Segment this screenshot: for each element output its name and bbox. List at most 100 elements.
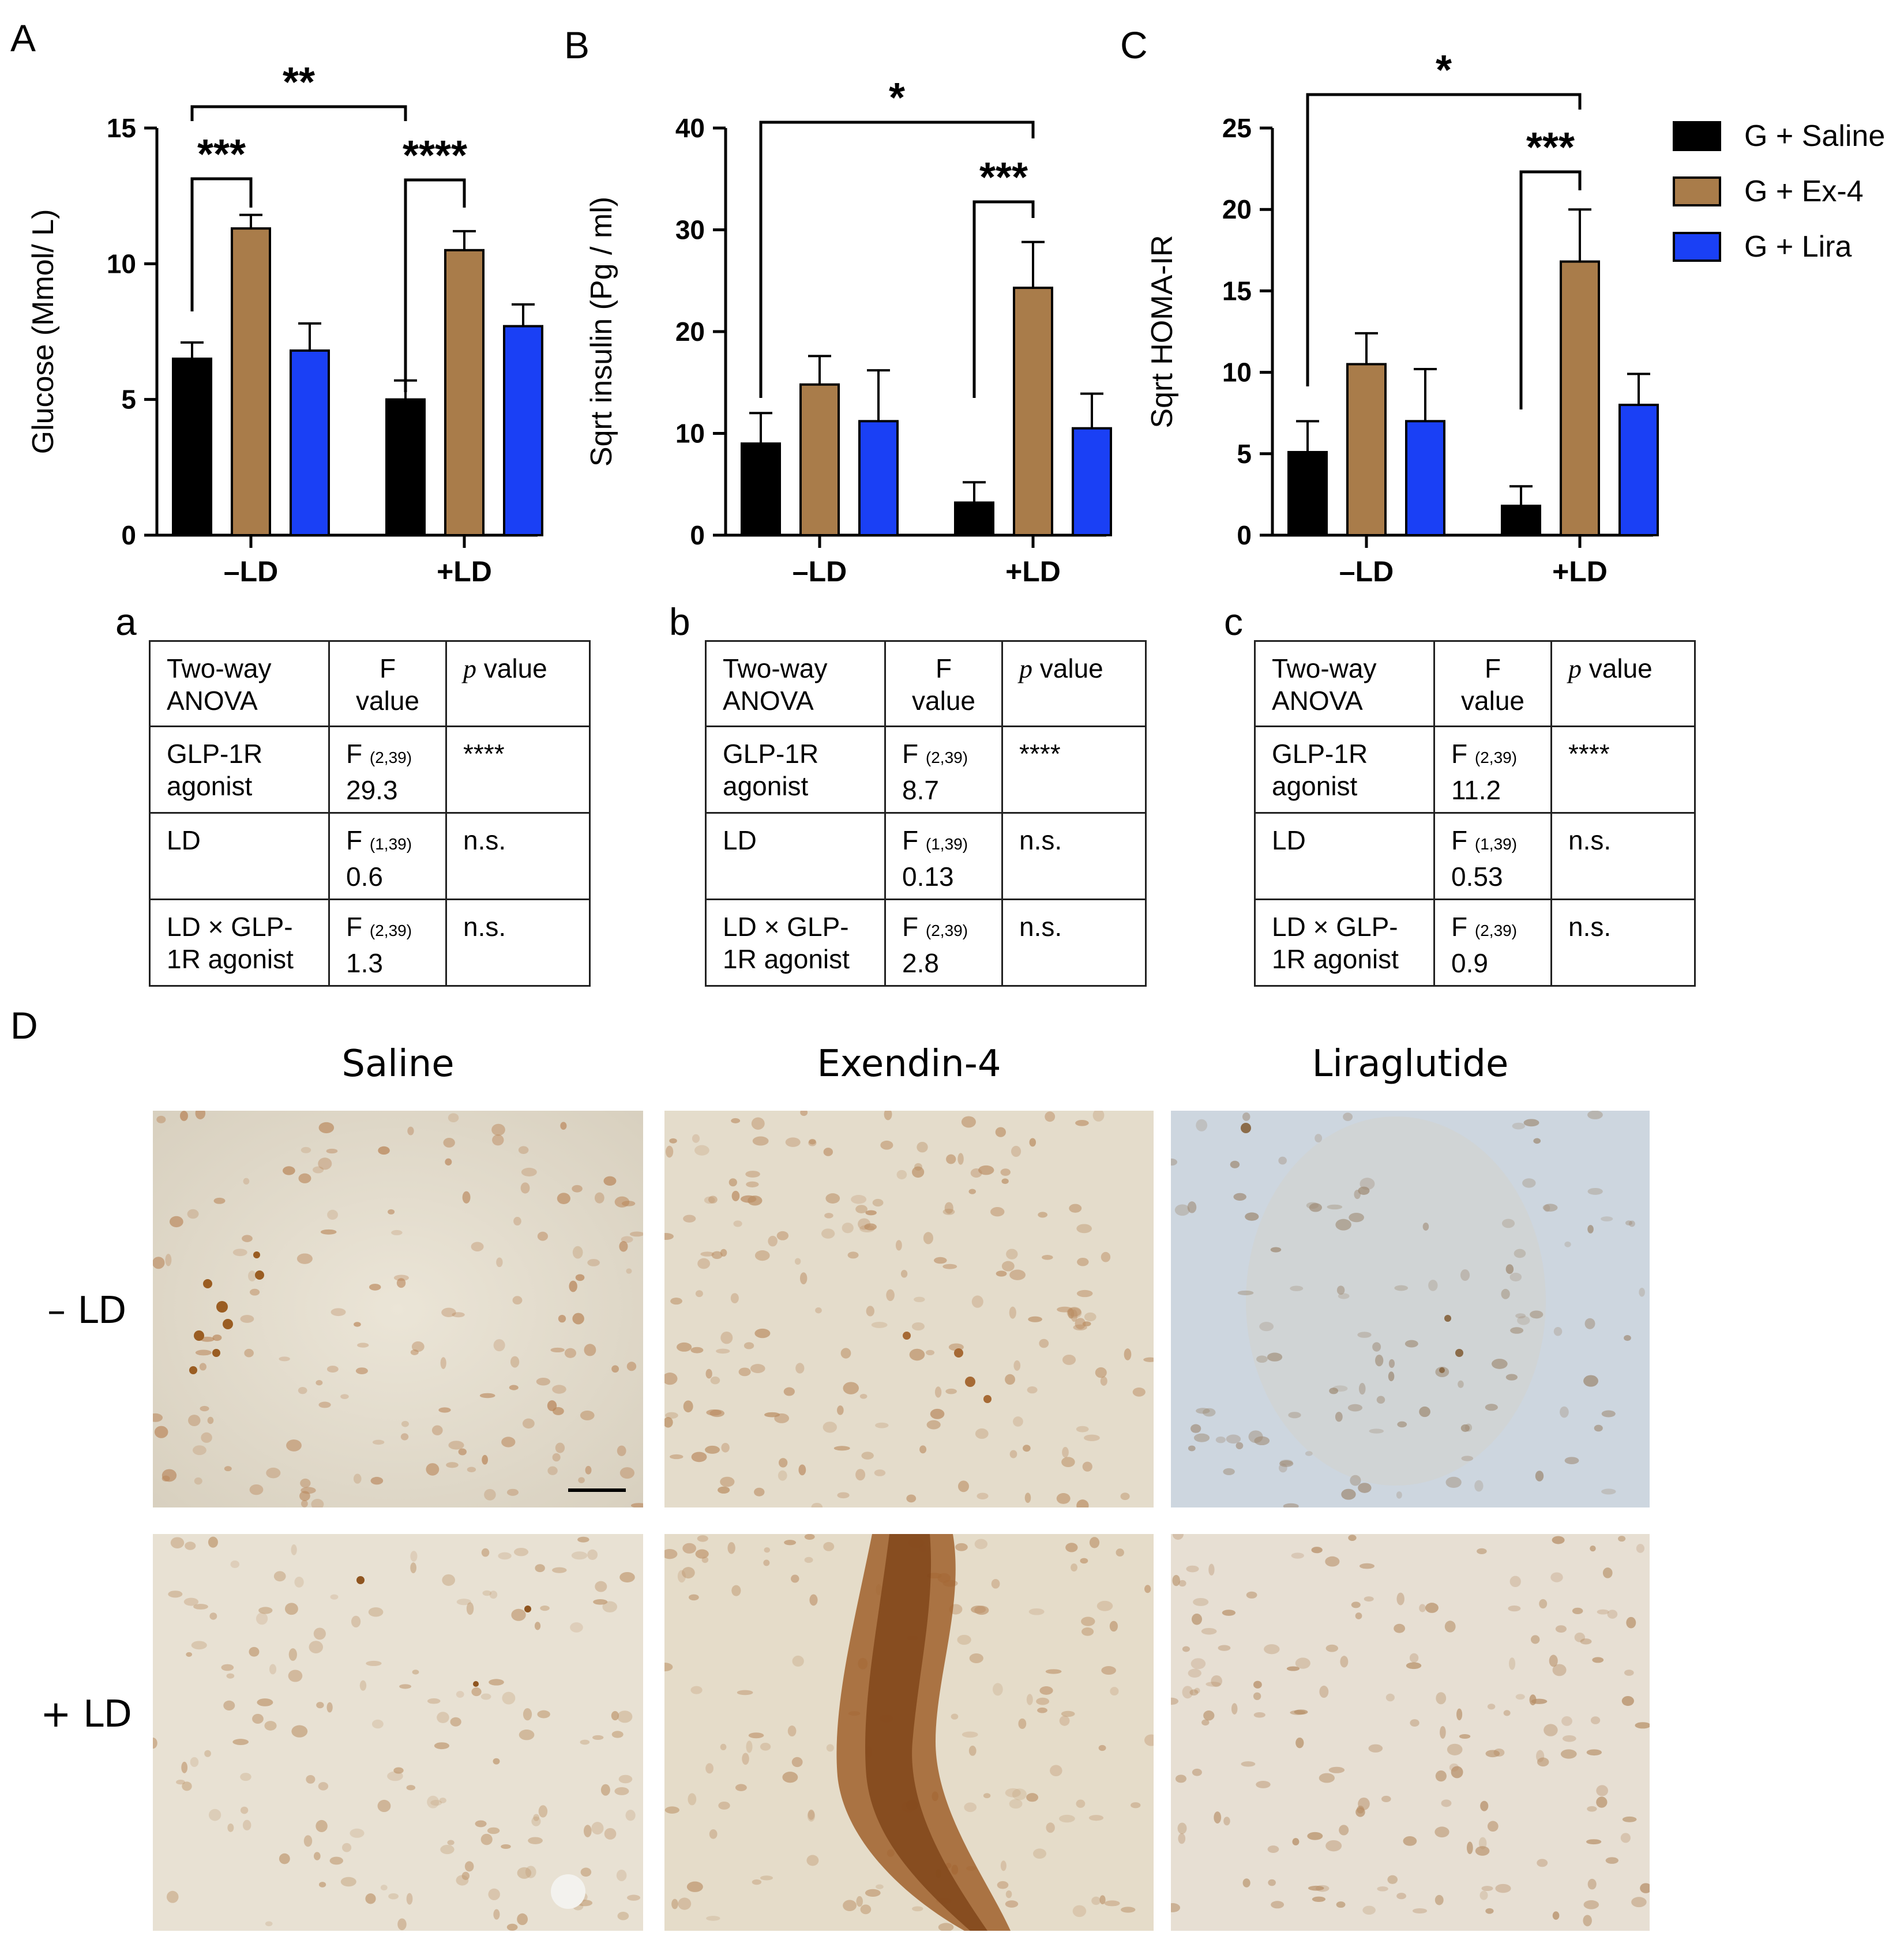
- stained-cell: [318, 1882, 326, 1888]
- micrograph-image: [1171, 1111, 1650, 1507]
- stained-cell: [301, 1487, 316, 1494]
- stained-cell: [1404, 1340, 1418, 1348]
- stained-cell: [754, 1487, 765, 1497]
- stained-cell: [731, 1585, 741, 1596]
- stained-cell: [1226, 1434, 1241, 1444]
- stained-cell: [1235, 1442, 1244, 1450]
- stained-cell: [799, 1272, 808, 1285]
- stained-cell: [491, 1123, 505, 1136]
- stained-cell: [1364, 1596, 1374, 1602]
- stained-cell: [911, 1322, 925, 1331]
- stained-cell: [886, 1289, 895, 1301]
- stained-cell: [1624, 1670, 1634, 1676]
- stained-cell: [926, 1349, 935, 1356]
- stained-cell: [971, 1295, 983, 1308]
- stained-cell: [1109, 1621, 1118, 1632]
- stained-cell: [183, 1597, 199, 1606]
- stained-cell: [1242, 1878, 1250, 1888]
- stained-cell: [1487, 1704, 1496, 1710]
- stained-cell: [1394, 1285, 1408, 1291]
- stained-cell: [1544, 1204, 1550, 1212]
- stained-cell: [312, 1166, 324, 1174]
- stained-cell: [1223, 1817, 1230, 1826]
- stained-cell: [448, 1113, 459, 1123]
- table-row: LD F (1,39) 0.53 n.s.: [1254, 812, 1696, 900]
- stained-cell: [604, 1828, 617, 1840]
- chart-legend: G + Saline G + Ex-4 G + Lira: [1673, 108, 1885, 275]
- stained-cell: [209, 1612, 217, 1620]
- stained-cell: [709, 1829, 718, 1839]
- stained-cell: [410, 1349, 419, 1355]
- stained-cell: [446, 1462, 459, 1468]
- stained-cell: [1011, 1145, 1022, 1157]
- stained-cell: [250, 1288, 260, 1296]
- stained-cell: [1039, 1686, 1053, 1695]
- panel-label-b: b: [669, 600, 690, 643]
- stained-cell: [1267, 1845, 1279, 1853]
- stained-cell: [619, 1572, 635, 1582]
- stained-cell: [528, 1837, 543, 1844]
- stained-cell: [564, 1348, 576, 1358]
- stained-cell: [1080, 1558, 1088, 1564]
- stained-cell: [705, 1445, 720, 1454]
- stained-cell: [493, 1909, 500, 1920]
- stained-cell: [718, 1486, 730, 1494]
- stained-cell: [993, 1683, 1003, 1696]
- stained-cell: [294, 1577, 304, 1588]
- stained-cell: [577, 1536, 589, 1543]
- stained-cell: [1186, 1565, 1199, 1573]
- stained-cell: [540, 1606, 550, 1611]
- stained-cell: [746, 1740, 753, 1753]
- stained-cell: [1631, 1897, 1647, 1908]
- stained-cell: [934, 1386, 942, 1398]
- stained-cell: [462, 1191, 471, 1204]
- stained-cell: [1059, 1716, 1070, 1726]
- stained-cell: [1315, 1134, 1323, 1143]
- stained-cell: [264, 1721, 277, 1731]
- stained-cell: [740, 1195, 757, 1203]
- stained-cell: [1001, 1261, 1015, 1272]
- stained-cell: [708, 1195, 718, 1204]
- x-tick-label: +LD: [1005, 555, 1061, 588]
- bar-g-saline: [172, 358, 212, 536]
- stained-cell: [1193, 1598, 1209, 1606]
- stained-cell: [1509, 1657, 1516, 1670]
- stained-cell: [1624, 1335, 1631, 1341]
- stained-cell: [587, 1259, 600, 1266]
- stained-cell: [1089, 1537, 1100, 1548]
- stained-cell: [466, 1602, 474, 1615]
- stained-cell: [737, 1690, 753, 1695]
- table-row: LD F (1,39) 0.6 n.s.: [149, 812, 591, 900]
- stained-cell: [351, 1615, 361, 1628]
- stained-cell: [1246, 1591, 1257, 1599]
- stained-cell: [1018, 1718, 1027, 1730]
- stained-cell: [1620, 1833, 1631, 1843]
- bar-g-lira: [1618, 404, 1659, 537]
- stained-cell: [1347, 1404, 1362, 1412]
- stained-cell: [700, 1251, 715, 1257]
- stained-cell: [230, 1560, 240, 1568]
- stained-cell: [1419, 1604, 1426, 1612]
- stained-cell: [249, 1484, 264, 1495]
- significance-bracket: [1306, 93, 1582, 386]
- stained-cell: [208, 1536, 218, 1548]
- stained-cell: [326, 1702, 333, 1713]
- stained-cell: [711, 1251, 723, 1260]
- stained-cell: [391, 1230, 403, 1235]
- stained-cell: [969, 1653, 983, 1664]
- stained-cell: [614, 1787, 629, 1795]
- stained-cell: [1552, 1911, 1560, 1920]
- stained-cell: [750, 1364, 765, 1374]
- stained-cell: [437, 1712, 449, 1723]
- stained-cell: [718, 1802, 730, 1810]
- stained-cell: [1460, 1424, 1470, 1432]
- stained-cell: [1542, 1204, 1558, 1212]
- stained-cell: [1461, 1456, 1474, 1461]
- stained-cell: [195, 1111, 206, 1119]
- stained-cell: [511, 1608, 526, 1621]
- stained-cell: [1091, 1896, 1101, 1905]
- stained-cell: [448, 1441, 464, 1450]
- stained-cell: [193, 1604, 208, 1610]
- stained-cell: [768, 1235, 778, 1247]
- stained-cell: [686, 1881, 703, 1892]
